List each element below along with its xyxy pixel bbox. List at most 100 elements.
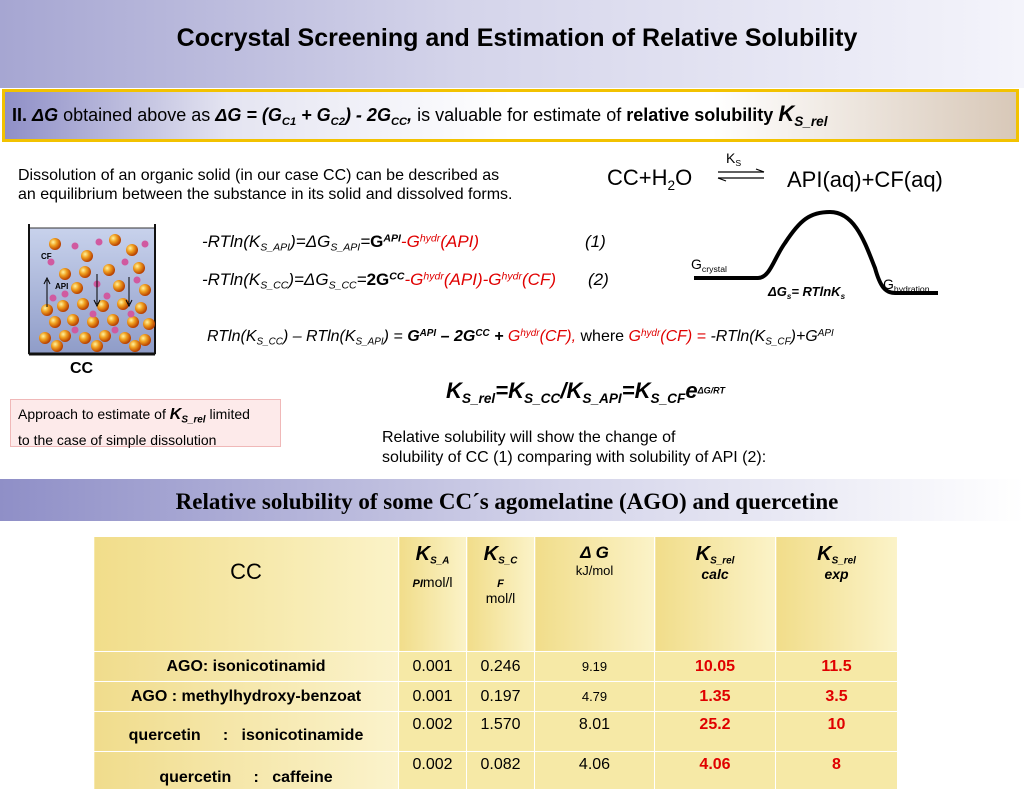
equation-1-number: (1) [585,232,606,251]
beaker-cf-label: CF [41,252,52,261]
solid-particle [139,334,151,346]
section-bold-text: relative solubility [626,105,774,125]
solid-particle [79,332,91,344]
beaker-api-label: API [55,282,68,291]
solid-particle [39,332,51,344]
solid-particle [107,314,119,326]
table-title: Relative solubility of some CC´s agomela… [175,489,839,514]
section-box [2,89,1019,142]
table-row: quercetin : caffeine 0.002 0.082 4.06 4.… [93,751,898,790]
approach-note: Approach to estimate of KS_rel limited t… [18,404,250,451]
table-row: AGO: isonicotinamid 0.001 0.246 9.19 10.… [93,651,898,682]
relative-line-1: Relative solubility will show the change… [382,429,676,446]
reaction-right: API(aq)+CF(aq) [787,167,943,192]
solid-particle [127,316,139,328]
dissolved-particle [103,292,111,300]
solid-particle [117,298,129,310]
cell-cc: AGO : methylhydroxy-benzoat [93,681,399,712]
solid-particle [119,332,131,344]
solid-particle [81,250,93,262]
cell-delta-g: 4.06 [534,751,655,790]
header-ks-rel-calc: KS_rel calc [654,536,776,652]
dissolved-particle [127,310,135,318]
dissolution-description: Dissolution of an organic solid (in our … [18,166,513,204]
cell-ks-rel-exp: 8 [775,751,898,790]
cell-ks-rel-calc: 1.35 [654,681,776,712]
cell-cc: quercetin : isonicotinamide [93,711,399,752]
cell-ks-cf: 0.082 [466,751,535,790]
dissolved-particle [89,310,97,318]
approach-line-1: Approach to estimate of KS_rel limited [18,406,250,426]
reaction-constant: KS [726,150,742,169]
solid-particle [59,330,71,342]
cell-ks-api: 0.001 [398,681,467,712]
cell-ks-api: 0.002 [398,711,467,752]
cell-ks-cf: 0.197 [466,681,535,712]
solid-particle [49,238,61,250]
cell-ks-cf: 1.570 [466,711,535,752]
section-text-2: is valuable for estimate of [417,105,622,125]
cell-ks-cf: 0.246 [466,651,535,682]
cell-ks-api: 0.002 [398,751,467,790]
cell-ks-api: 0.001 [398,651,467,682]
section-heading: II. ΔG obtained above as ΔG = (GC1 + GC2… [12,101,828,129]
equation-2-number: (2) [588,270,609,289]
solid-particle [51,340,63,352]
cell-delta-g: 9.19 [534,651,655,682]
header-ks-rel-exp: KS_rel exp [775,536,898,652]
relative-solubility-note: Relative solubility will show the change… [382,428,766,468]
dissolved-particle [133,276,141,284]
cell-ks-rel-exp: 10 [775,711,898,752]
page-title: Cocrystal Screening and Estimation of Re… [176,24,858,52]
table-row: quercetin : isonicotinamide 0.002 1.570 … [93,711,898,752]
cell-cc: quercetin : caffeine [93,751,399,790]
dissolved-particle [61,290,69,298]
reaction-left: CC+H2O [607,165,693,193]
beaker-illustration: CF API [28,224,156,356]
delta-g-formula: ΔG = (GC1 + GC2) - 2GCC, [215,105,413,128]
solid-particle [135,302,147,314]
solid-particle [91,340,103,352]
cell-ks-rel-exp: 11.5 [775,651,898,682]
table-row: AGO : methylhydroxy-benzoat 0.001 0.197 … [93,681,898,712]
cell-ks-rel-calc: 25.2 [654,711,776,752]
solid-particle [109,234,121,246]
beaker-label: CC [70,360,94,377]
dissolution-line-1: Dissolution of an organic solid (in our … [18,167,500,184]
solid-particle [41,304,53,316]
delta-g-label: ΔGs= RTlnKs [768,284,846,301]
solid-particle [97,300,109,312]
title-band [0,0,1024,88]
cell-delta-g: 8.01 [534,711,655,752]
delta-g-symbol: ΔG [32,105,59,125]
dissolved-particle [47,258,55,266]
solid-particle [126,244,138,256]
solid-particle [77,298,89,310]
section-number: II. [12,105,28,125]
header-cc: CC [93,536,399,652]
solid-particle [59,268,71,280]
relative-line-2: solubility of CC (1) comparing with solu… [382,449,767,466]
section-text-1: obtained above as [63,105,211,125]
cell-ks-rel-exp: 3.5 [775,681,898,712]
g-hydration-label: Ghydration [883,276,930,295]
dissolved-particle [121,258,129,266]
dissolution-line-2: an equilibrium between the substance in … [18,186,513,203]
solid-particle [129,340,141,352]
equation-2: -RTln(KS_CC)=ΔGS_CC=2GCC-Ghydr(API)-Ghyd… [202,270,556,292]
ks-rel-symbol: KS_rel [778,101,828,129]
cell-ks-rel-calc: 10.05 [654,651,776,682]
cell-cc: AGO: isonicotinamid [93,651,399,682]
cell-delta-g: 4.79 [534,681,655,712]
cell-ks-rel-calc: 4.06 [654,751,776,790]
solid-particle [57,300,69,312]
solid-particle [139,284,151,296]
solid-particle [49,316,61,328]
solid-particle [133,262,145,274]
dissolved-particle [95,238,103,246]
dissolved-particle [111,326,119,334]
solid-particle [113,280,125,292]
